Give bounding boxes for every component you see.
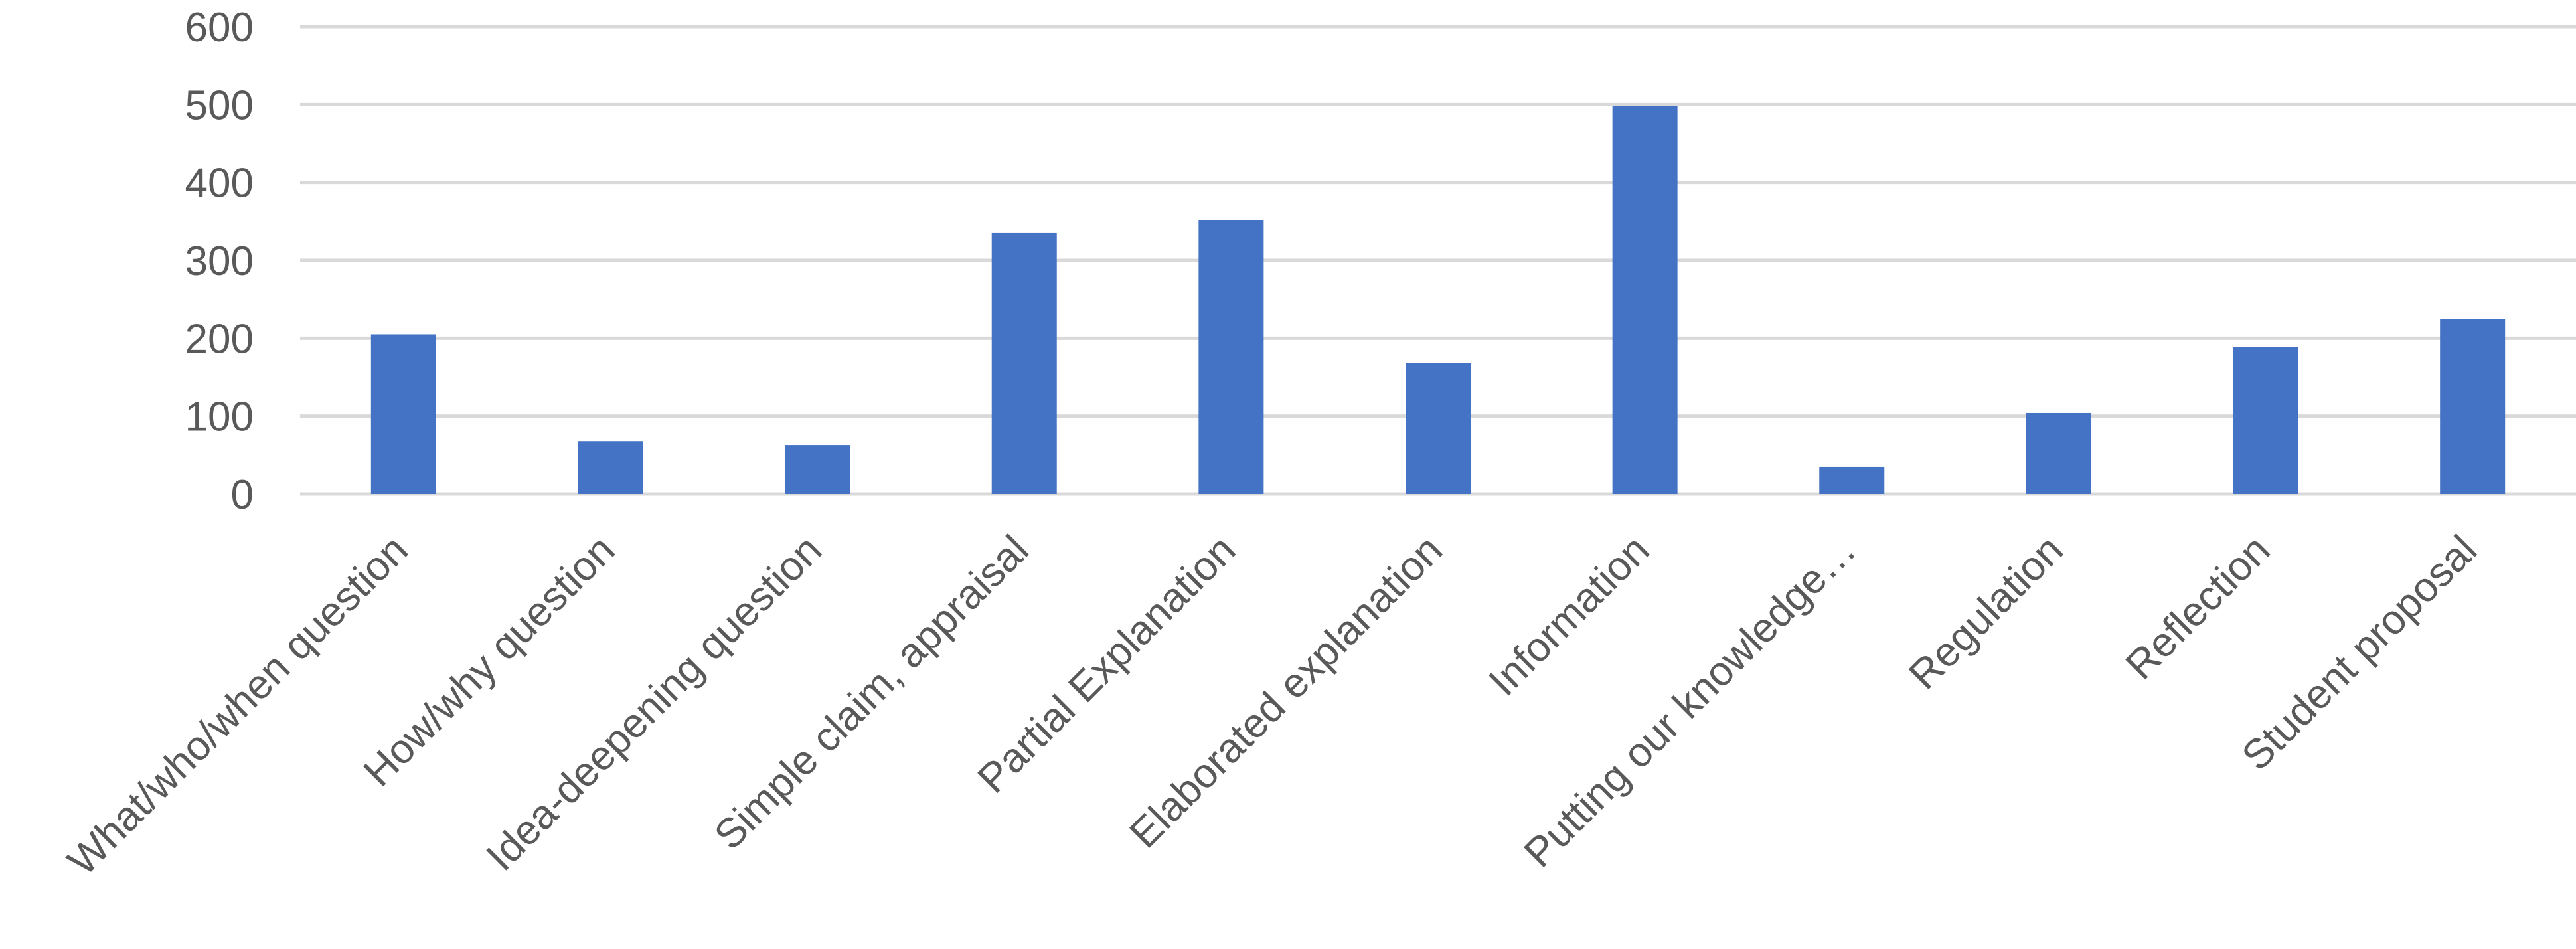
bar bbox=[2233, 347, 2298, 494]
bar bbox=[2026, 412, 2091, 494]
y-tick-label: 100 bbox=[185, 394, 254, 440]
y-tick-label: 600 bbox=[185, 5, 254, 50]
x-category-label: Putting our knowledge… bbox=[1516, 527, 1865, 876]
x-category-label: Idea-deepening question bbox=[478, 527, 831, 879]
bar bbox=[1819, 466, 1885, 494]
bar bbox=[1198, 219, 1264, 494]
bar bbox=[1612, 106, 1678, 494]
y-axis-tick-labels: 0 100 200 300 400 500 600 bbox=[185, 5, 254, 518]
x-category-label: Information bbox=[1480, 527, 1658, 705]
bars bbox=[370, 106, 2506, 494]
bar bbox=[2440, 319, 2506, 494]
x-category-label: What/who/when question bbox=[59, 527, 417, 885]
y-tick-label: 0 bbox=[231, 472, 254, 518]
x-category-label: Regulation bbox=[1900, 527, 2071, 698]
y-tick-label: 200 bbox=[185, 316, 254, 362]
y-tick-label: 500 bbox=[185, 82, 254, 128]
y-tick-label: 300 bbox=[185, 238, 254, 284]
bar bbox=[785, 445, 850, 494]
y-tick-label: 400 bbox=[185, 161, 254, 207]
x-category-label: Reflection bbox=[2117, 527, 2279, 689]
bar bbox=[1406, 363, 1471, 494]
bar bbox=[370, 334, 436, 494]
gridlines bbox=[300, 25, 2576, 496]
bar bbox=[991, 232, 1057, 494]
bar bbox=[578, 441, 643, 494]
